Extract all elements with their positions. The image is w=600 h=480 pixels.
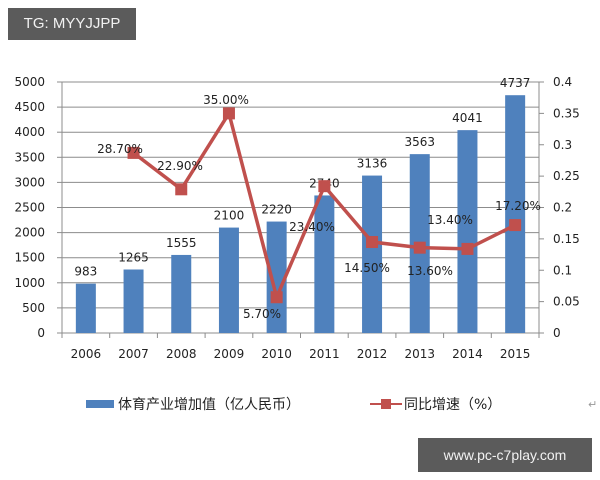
bar: [314, 195, 335, 333]
y-left-tick: 5000: [14, 75, 45, 89]
legend-label-bars: 体育产业增加值（亿人民币）: [118, 397, 300, 413]
y-left-tick: 4500: [14, 100, 45, 114]
bar-value-label: 1265: [118, 250, 149, 264]
line-marker: [366, 236, 379, 249]
line-marker: [413, 241, 426, 254]
x-tick: 2014: [452, 347, 483, 361]
legend-item-bars: 体育产业增加值（亿人民币）: [86, 394, 300, 414]
line-marker: [318, 180, 331, 193]
y-left-tick: 1000: [14, 276, 45, 290]
bar-value-label: 4041: [452, 111, 483, 125]
y-right-tick: 0.2: [553, 201, 572, 215]
x-tick: 2011: [309, 347, 340, 361]
bar: [362, 175, 383, 333]
bar-value-label: 3563: [404, 135, 435, 149]
line-marker: [270, 291, 283, 304]
growth-value-label: 13.40%: [427, 213, 473, 227]
y-left-tick: 3000: [14, 175, 45, 189]
y-left-tick: 4000: [14, 125, 45, 139]
line-marker-icon: [370, 394, 402, 414]
bar: [266, 221, 287, 333]
legend: 体育产业增加值（亿人民币） 同比增速（%）: [0, 394, 600, 414]
bar-value-label: 983: [74, 265, 97, 279]
y-left-tick: 3500: [14, 150, 45, 164]
growth-value-label: 23.40%: [289, 220, 335, 234]
x-tick: 2006: [71, 347, 102, 361]
growth-value-label: 22.90%: [157, 159, 203, 173]
y-left-tick: 1500: [14, 251, 45, 265]
x-tick: 2010: [261, 347, 292, 361]
x-tick: 2012: [357, 347, 388, 361]
bar: [75, 283, 96, 333]
y-right-tick: 0.1: [553, 263, 572, 277]
bar-value-label: 2100: [214, 209, 245, 223]
y-left-tick: 500: [22, 301, 45, 315]
y-right-tick: 0.4: [553, 75, 572, 89]
growth-value-label: 13.60%: [407, 264, 453, 278]
growth-value-label: 35.00%: [203, 93, 249, 107]
y-left-tick: 0: [37, 326, 45, 340]
bar: [123, 269, 144, 333]
growth-value-label: 14.50%: [344, 261, 390, 275]
bar-value-label: 2220: [261, 203, 292, 217]
watermark-top: TG: MYYJJPP: [8, 8, 136, 40]
y-right-tick: 0.3: [553, 138, 572, 152]
watermark-bottom: www.pc-c7play.com: [418, 438, 592, 472]
x-tick: 2015: [500, 347, 531, 361]
legend-label-line: 同比增速（%）: [404, 397, 502, 413]
growth-value-label: 17.20%: [495, 199, 541, 213]
x-tick: 2007: [118, 347, 149, 361]
bar: [171, 254, 192, 333]
line-marker: [127, 146, 140, 159]
bar: [457, 130, 478, 333]
y-left-tick: 2000: [14, 226, 45, 240]
y-right-tick: 0.15: [553, 232, 580, 246]
growth-value-label: 5.70%: [243, 307, 281, 321]
bar: [218, 227, 239, 333]
bar-value-label: 1555: [166, 236, 197, 250]
line-marker: [461, 242, 474, 255]
line-marker: [222, 107, 235, 120]
y-right-tick: 0: [553, 326, 561, 340]
growth-value-label: 28.70%: [97, 142, 143, 156]
legend-item-line: 同比增速（%）: [370, 394, 501, 414]
bar: [505, 95, 526, 333]
y-right-tick: 0.35: [553, 106, 580, 120]
y-right-tick: 0.05: [553, 295, 580, 309]
line-marker: [175, 183, 188, 196]
bar-value-label: 3136: [357, 157, 388, 171]
x-tick: 2008: [166, 347, 197, 361]
y-left-tick: 2500: [14, 201, 45, 215]
return-mark-icon: ↵: [588, 398, 598, 411]
bar-value-label: 4737: [500, 76, 531, 90]
x-tick: 2013: [404, 347, 435, 361]
y-right-tick: 0.25: [553, 169, 580, 183]
bar-swatch-icon: [86, 400, 114, 408]
line-marker: [509, 219, 522, 232]
x-tick: 2009: [214, 347, 245, 361]
